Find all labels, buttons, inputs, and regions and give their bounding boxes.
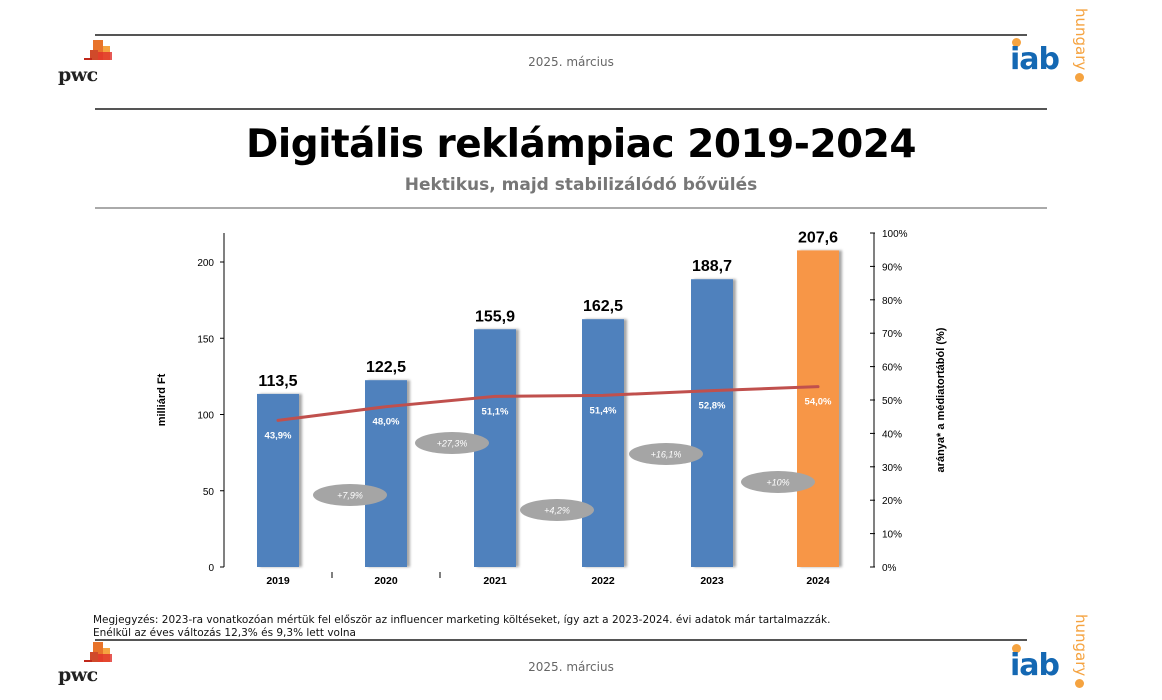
y-tick-label-right: 80% [882, 296, 902, 307]
share-value-label: 52,8% [699, 401, 726, 412]
bar-2022 [582, 319, 624, 567]
x-tick-label: 2019 [266, 575, 290, 587]
y-axis-label-left: milliárd Ft [156, 373, 168, 426]
bar-value-label: 207,6 [798, 229, 838, 246]
bar-2019 [257, 393, 299, 567]
growth-bubble [313, 484, 387, 506]
y-tick-label-left: 150 [197, 334, 214, 345]
share-value-label: 54,0% [805, 397, 832, 408]
iab-dot-icon [1012, 644, 1021, 653]
x-tick-label: 2022 [591, 575, 615, 587]
page-subtitle: Hektikus, majd stabilizálódó bővülés [404, 175, 758, 195]
footnote-line-2: Enélkül az éves változás 12,3% és 9,3% l… [93, 627, 356, 639]
bar-value-label: 113,5 [258, 373, 297, 390]
x-tick-label: 2023 [700, 575, 724, 587]
pwc-logo: pwc [58, 40, 118, 90]
share-value-label: 51,4% [590, 405, 617, 416]
growth-label: +27,3% [437, 439, 468, 449]
y-tick-label-left: 0 [208, 563, 214, 574]
x-tick-label: 2021 [483, 575, 507, 587]
iab-logo-side-text: hungary [1072, 8, 1090, 71]
y-tick-label-right: 20% [882, 496, 902, 507]
y-tick-label-right: 100% [882, 229, 908, 240]
share-value-label: 48,0% [373, 417, 400, 428]
header-bottom-rule [95, 108, 1047, 110]
footnote-line-1: Megjegyzés: 2023-ra vonatkozóan mértük f… [93, 614, 831, 626]
iab-dot-icon [1012, 38, 1021, 47]
iab-logo-text: iab [1010, 648, 1060, 683]
iab-logo-text: iab [1010, 42, 1060, 77]
y-tick-label-right: 70% [882, 329, 902, 340]
growth-bubble [520, 499, 594, 521]
y-tick-label-right: 50% [882, 396, 902, 407]
bar-2024 [797, 250, 839, 567]
y-tick-label-right: 40% [882, 429, 902, 440]
growth-bubble [629, 443, 703, 465]
y-tick-label-left: 200 [197, 258, 214, 269]
growth-label: +16,1% [651, 450, 682, 460]
share-value-label: 43,9% [265, 430, 292, 441]
x-tick-label: 2020 [374, 575, 398, 587]
iab-hungary-logo-footer: iab hungary [1010, 612, 1090, 692]
share-value-label: 51,1% [482, 406, 509, 417]
x-tick-label: 2024 [806, 575, 830, 587]
iab-logo-side-text: hungary [1072, 614, 1090, 677]
y-tick-label-left: 100 [197, 411, 214, 422]
y-tick-label-right: 60% [882, 363, 902, 374]
y-tick-label-right: 10% [882, 530, 902, 541]
iab-dot-icon [1075, 679, 1084, 688]
y-tick-label-left: 50 [203, 487, 215, 498]
bar-2023 [691, 279, 733, 567]
iab-dot-icon [1075, 73, 1084, 82]
y-tick-label-right: 90% [882, 262, 902, 273]
y-axis-label-right: aránya* a médiatortából (%) [935, 327, 947, 472]
header-date: 2025. március [528, 55, 614, 69]
pwc-logo-text: pwc [58, 664, 98, 686]
growth-label: +4,2% [544, 506, 570, 516]
share-line [276, 385, 820, 422]
growth-label: +10% [766, 478, 789, 488]
pwc-logo-footer: pwc [58, 642, 118, 692]
y-tick-label-right: 30% [882, 463, 902, 474]
growth-label: +7,9% [337, 491, 363, 501]
title-rule [95, 207, 1047, 209]
header-top-rule [95, 34, 1027, 36]
growth-bubble [741, 471, 815, 493]
bar-value-label: 162,5 [583, 298, 623, 315]
growth-bubble [415, 432, 489, 454]
bar-value-label: 188,7 [692, 258, 732, 275]
iab-hungary-logo: iab hungary [1010, 6, 1090, 86]
bar-2020 [365, 380, 407, 567]
footer-rule [95, 639, 1027, 641]
page-title: Digitális reklámpiac 2019-2024 [245, 122, 917, 167]
bar-value-label: 155,9 [475, 308, 515, 325]
y-tick-label-right: 0% [882, 563, 897, 574]
pwc-logo-text: pwc [58, 64, 98, 86]
bar-value-label: 122,5 [366, 359, 406, 376]
footer-date: 2025. március [528, 660, 614, 674]
